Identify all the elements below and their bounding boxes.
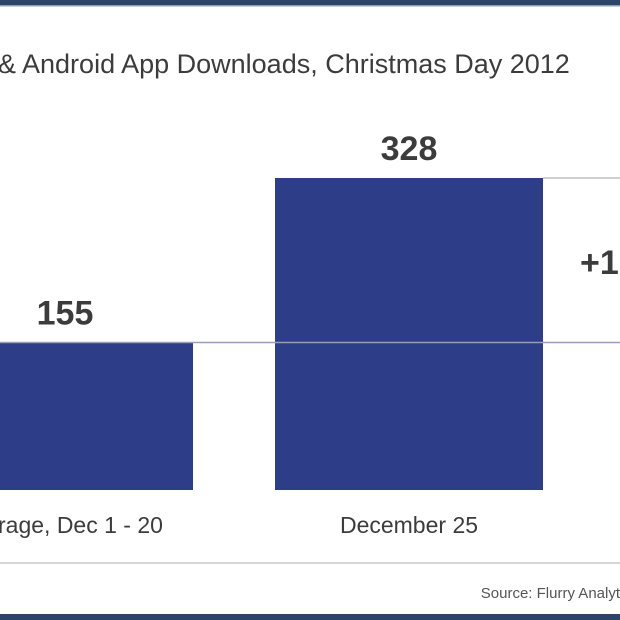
- chart-title: & Android App Downloads, Christmas Day 2…: [0, 49, 570, 79]
- top-border: [0, 0, 620, 5]
- category-label-0: rage, Dec 1 - 20: [0, 512, 163, 538]
- source-note: Source: Flurry Analyt: [481, 585, 620, 602]
- category-label-1: December 25: [340, 512, 478, 538]
- top-border-highlight: [0, 5, 620, 7]
- bar-0: [0, 342, 193, 490]
- growth-annotation: +1: [580, 244, 619, 282]
- bottom-border: [0, 614, 620, 620]
- bar-1: [275, 178, 543, 490]
- data-label-1: 328: [381, 130, 438, 168]
- data-label-0: 155: [37, 295, 94, 333]
